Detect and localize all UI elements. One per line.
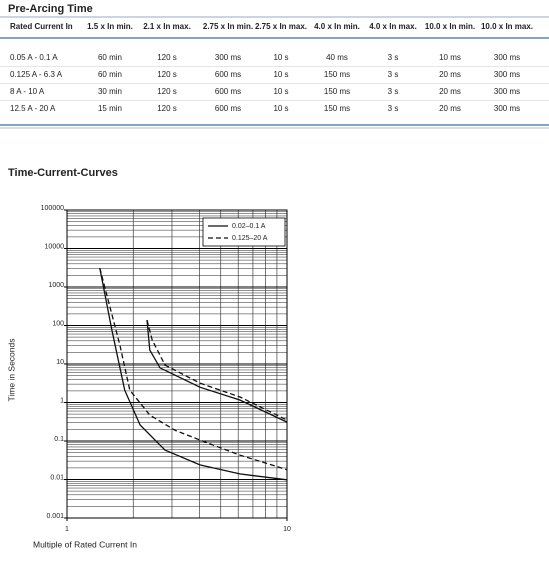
table-cell: 3 s: [388, 104, 399, 113]
table-cell: 0.05 A - 0.1 A: [10, 53, 58, 62]
curve: [146, 320, 288, 423]
table-cell: 60 min: [98, 70, 122, 79]
chart-title: Time-Current-Curves: [8, 167, 118, 179]
y-tick-label: 10000: [45, 243, 65, 250]
column-header: 4.0 x In min.: [314, 22, 360, 31]
table-cell: 120 s: [157, 87, 177, 96]
table-cell: 20 ms: [439, 87, 461, 96]
column-header: 10.0 x In max.: [481, 22, 533, 31]
y-tick-label: 0.01: [50, 474, 64, 481]
y-tick-label: 100000: [41, 205, 64, 212]
table-cell: 300 ms: [215, 53, 241, 62]
table-cell: 300 ms: [494, 53, 520, 62]
curve: [99, 267, 288, 471]
table-cell: 150 ms: [324, 70, 350, 79]
table-cell: 600 ms: [215, 104, 241, 113]
x-tick-label: 10: [283, 526, 291, 533]
column-header: 2.75 x In max.: [255, 22, 307, 31]
x-axis-title: Multiple of Rated Current In: [33, 539, 137, 549]
y-tick-label: 0.1: [54, 436, 64, 443]
table-cell: 0.125 A - 6.3 A: [10, 70, 63, 79]
table-cell: 12.5 A - 20 A: [10, 104, 56, 113]
x-tick-label: 1: [65, 526, 69, 533]
table-cell: 3 s: [388, 70, 399, 79]
table-cell: 120 s: [157, 70, 177, 79]
table-cell: 10 s: [273, 104, 288, 113]
table-cell: 600 ms: [215, 87, 241, 96]
section-title: Pre-Arcing Time: [8, 3, 93, 15]
legend-label: 0.125–20 A: [232, 235, 268, 242]
table-cell: 10 s: [273, 87, 288, 96]
table-cell: 30 min: [98, 87, 122, 96]
curve: [99, 267, 288, 481]
table-cell: 3 s: [388, 53, 399, 62]
y-tick-label: 0.001: [46, 513, 64, 520]
table-cell: 8 A - 10 A: [10, 87, 45, 96]
legend-box: [202, 217, 286, 247]
table-cell: 3 s: [388, 87, 399, 96]
table-cell: 10 ms: [439, 53, 461, 62]
plot-frame: [66, 209, 288, 519]
y-tick-label: 1000: [48, 282, 64, 289]
table-cell: 300 ms: [494, 104, 520, 113]
table-cell: 120 s: [157, 53, 177, 62]
table-cell: 10 s: [273, 53, 288, 62]
column-header: Rated Current In: [10, 22, 73, 31]
column-header: 2.1 x In max.: [143, 22, 191, 31]
table-cell: 40 ms: [326, 53, 348, 62]
y-tick-label: 100: [52, 320, 64, 327]
curve: [146, 319, 288, 421]
table-cell: 60 min: [98, 53, 122, 62]
column-header: 1.5 x In min.: [87, 22, 133, 31]
column-header: 4.0 x In max.: [369, 22, 417, 31]
table-cell: 15 min: [98, 104, 122, 113]
table-cell: 150 ms: [324, 104, 350, 113]
table-cell: 20 ms: [439, 70, 461, 79]
table-cell: 600 ms: [215, 70, 241, 79]
column-header: 10.0 x In min.: [425, 22, 475, 31]
table-cell: 10 s: [273, 70, 288, 79]
y-tick-label: 10: [56, 359, 64, 366]
table-cell: 120 s: [157, 104, 177, 113]
y-tick-label: 1: [60, 397, 64, 404]
table-cell: 300 ms: [494, 70, 520, 79]
table-cell: 20 ms: [439, 104, 461, 113]
legend-label: 0.02–0.1 A: [232, 223, 266, 230]
table-cell: 300 ms: [494, 87, 520, 96]
y-axis-title: Time in Seconds: [6, 339, 16, 402]
column-header: 2.75 x In min.: [203, 22, 253, 31]
table-cell: 150 ms: [324, 87, 350, 96]
